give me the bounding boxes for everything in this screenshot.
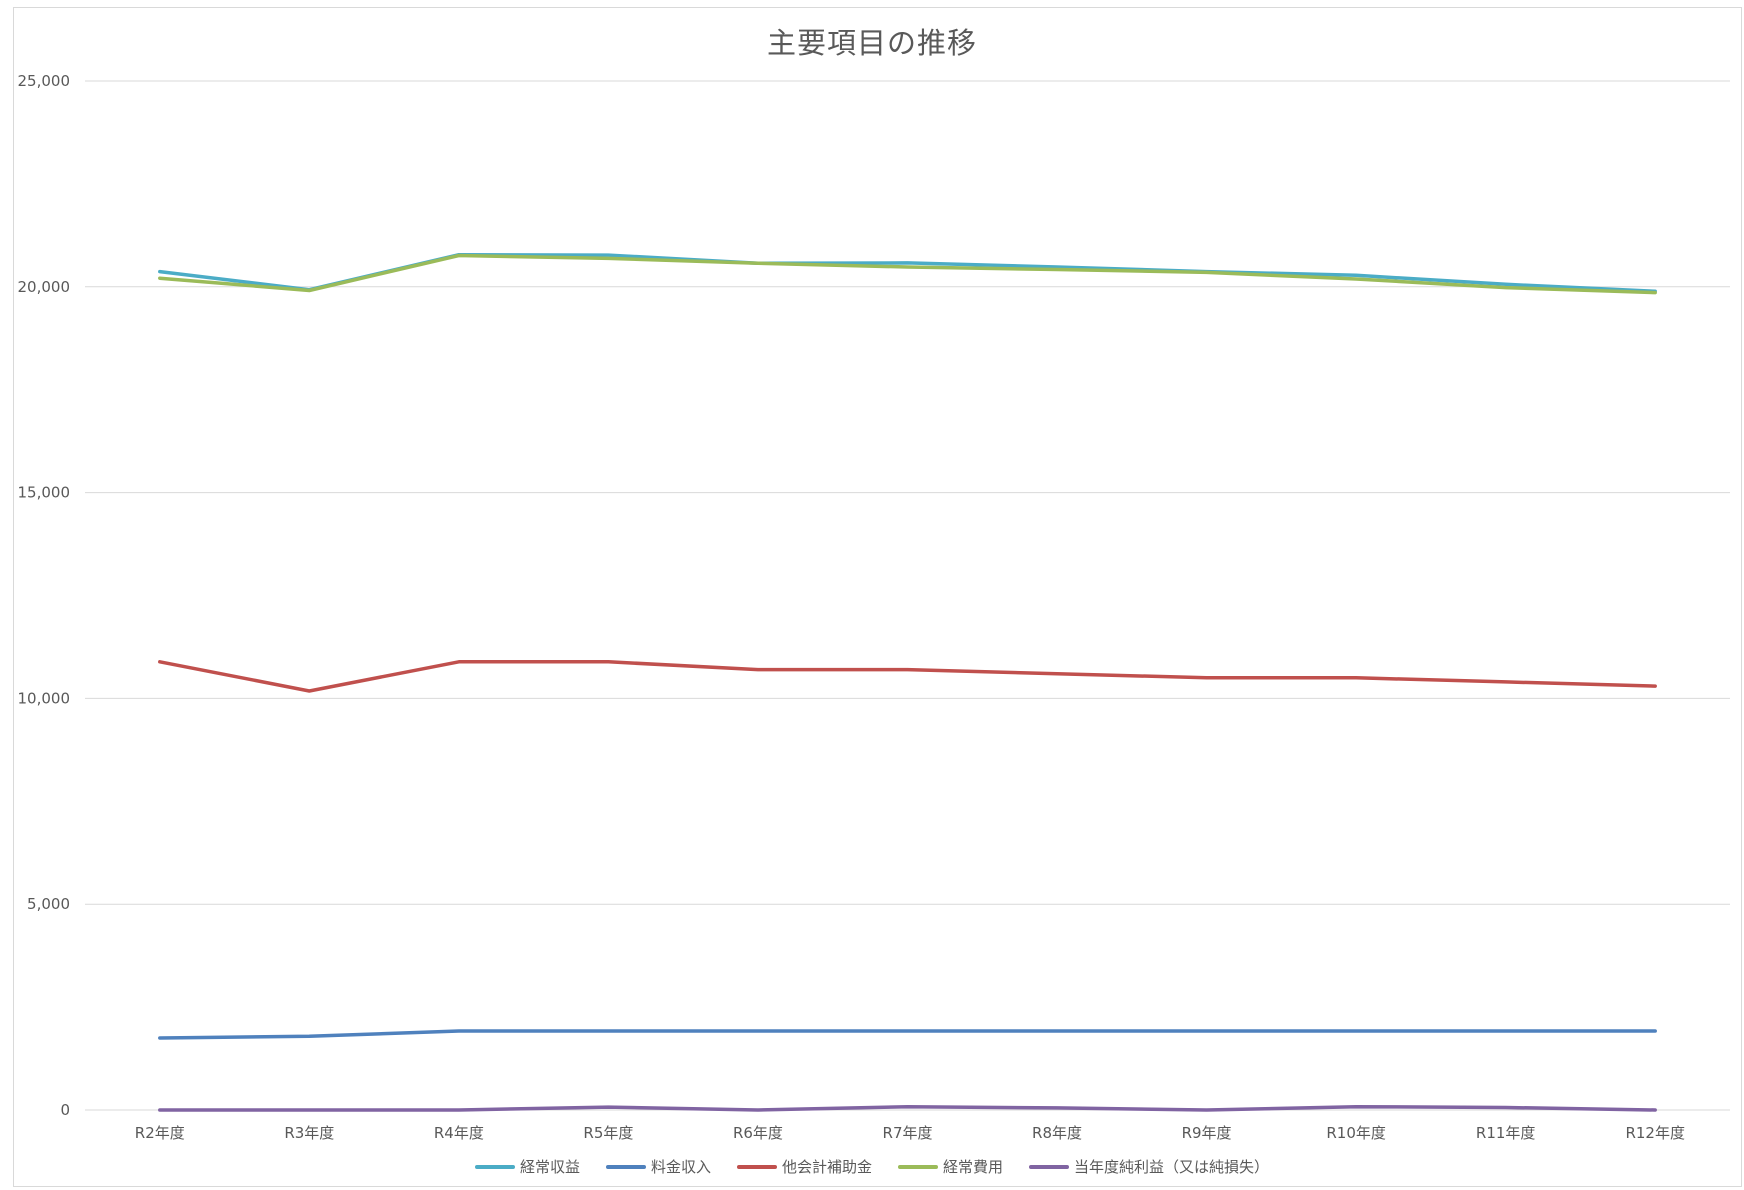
legend-item: 経常収益 — [474, 1156, 580, 1177]
x-tick-label: R10年度 — [1326, 1124, 1386, 1142]
y-tick-label: 0 — [60, 1101, 70, 1119]
y-tick-label: 25,000 — [18, 72, 71, 90]
x-tick-label: R4年度 — [434, 1124, 484, 1142]
series-line-3 — [158, 253, 1657, 295]
x-tick-label: R12年度 — [1625, 1124, 1685, 1142]
series-line-4 — [158, 1104, 1657, 1112]
series-line-2 — [158, 660, 1657, 693]
legend-label: 経常収益 — [519, 1158, 580, 1176]
x-tick-label: R3年度 — [284, 1124, 334, 1142]
legend-item: 料金収入 — [605, 1156, 711, 1177]
chart-frame — [13, 7, 1742, 1187]
y-tick-label: 10,000 — [18, 689, 71, 707]
legend-item: 他会計補助金 — [736, 1156, 872, 1177]
series-line-1 — [158, 1029, 1657, 1040]
legend-label: 当年度純利益（又は純損失） — [1074, 1158, 1270, 1176]
legend-label: 料金収入 — [650, 1158, 711, 1176]
x-tick-label: R2年度 — [135, 1124, 185, 1142]
x-tick-label: R9年度 — [1182, 1124, 1232, 1142]
legend-item: 経常費用 — [898, 1156, 1003, 1177]
legend-item: 当年度純利益（又は純損失） — [1029, 1156, 1269, 1177]
legend-swatch — [605, 1164, 646, 1169]
legend-swatch — [736, 1164, 777, 1169]
x-tick-label: R5年度 — [583, 1124, 633, 1142]
y-tick-label: 5,000 — [27, 895, 70, 913]
y-tick-label: 15,000 — [18, 484, 71, 502]
x-tick-label: R7年度 — [883, 1124, 933, 1142]
legend-swatch — [1029, 1164, 1070, 1169]
legend-swatch — [898, 1164, 938, 1169]
y-tick-label: 20,000 — [18, 278, 71, 296]
x-tick-label: R11年度 — [1476, 1124, 1536, 1142]
chart-title: 主要項目の推移 — [766, 26, 977, 60]
x-tick-label: R8年度 — [1032, 1124, 1082, 1142]
legend-swatch — [474, 1164, 515, 1169]
chart-legend: 経常収益 料金収入 他会計補助金 経常費用 当年度純利益（又は純損失） — [0, 1156, 1744, 1177]
legend-label: 経常費用 — [943, 1158, 1004, 1176]
legend-label: 他会計補助金 — [781, 1158, 872, 1176]
x-tick-label: R6年度 — [733, 1124, 783, 1142]
